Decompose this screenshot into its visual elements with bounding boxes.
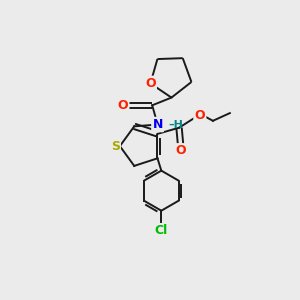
Text: Cl: Cl	[155, 224, 168, 237]
Text: S: S	[111, 140, 120, 153]
Text: O: O	[175, 144, 186, 157]
Text: N: N	[152, 118, 163, 131]
Text: O: O	[118, 99, 128, 112]
Text: –H: –H	[168, 119, 183, 130]
Text: O: O	[145, 77, 156, 90]
Text: O: O	[194, 109, 205, 122]
